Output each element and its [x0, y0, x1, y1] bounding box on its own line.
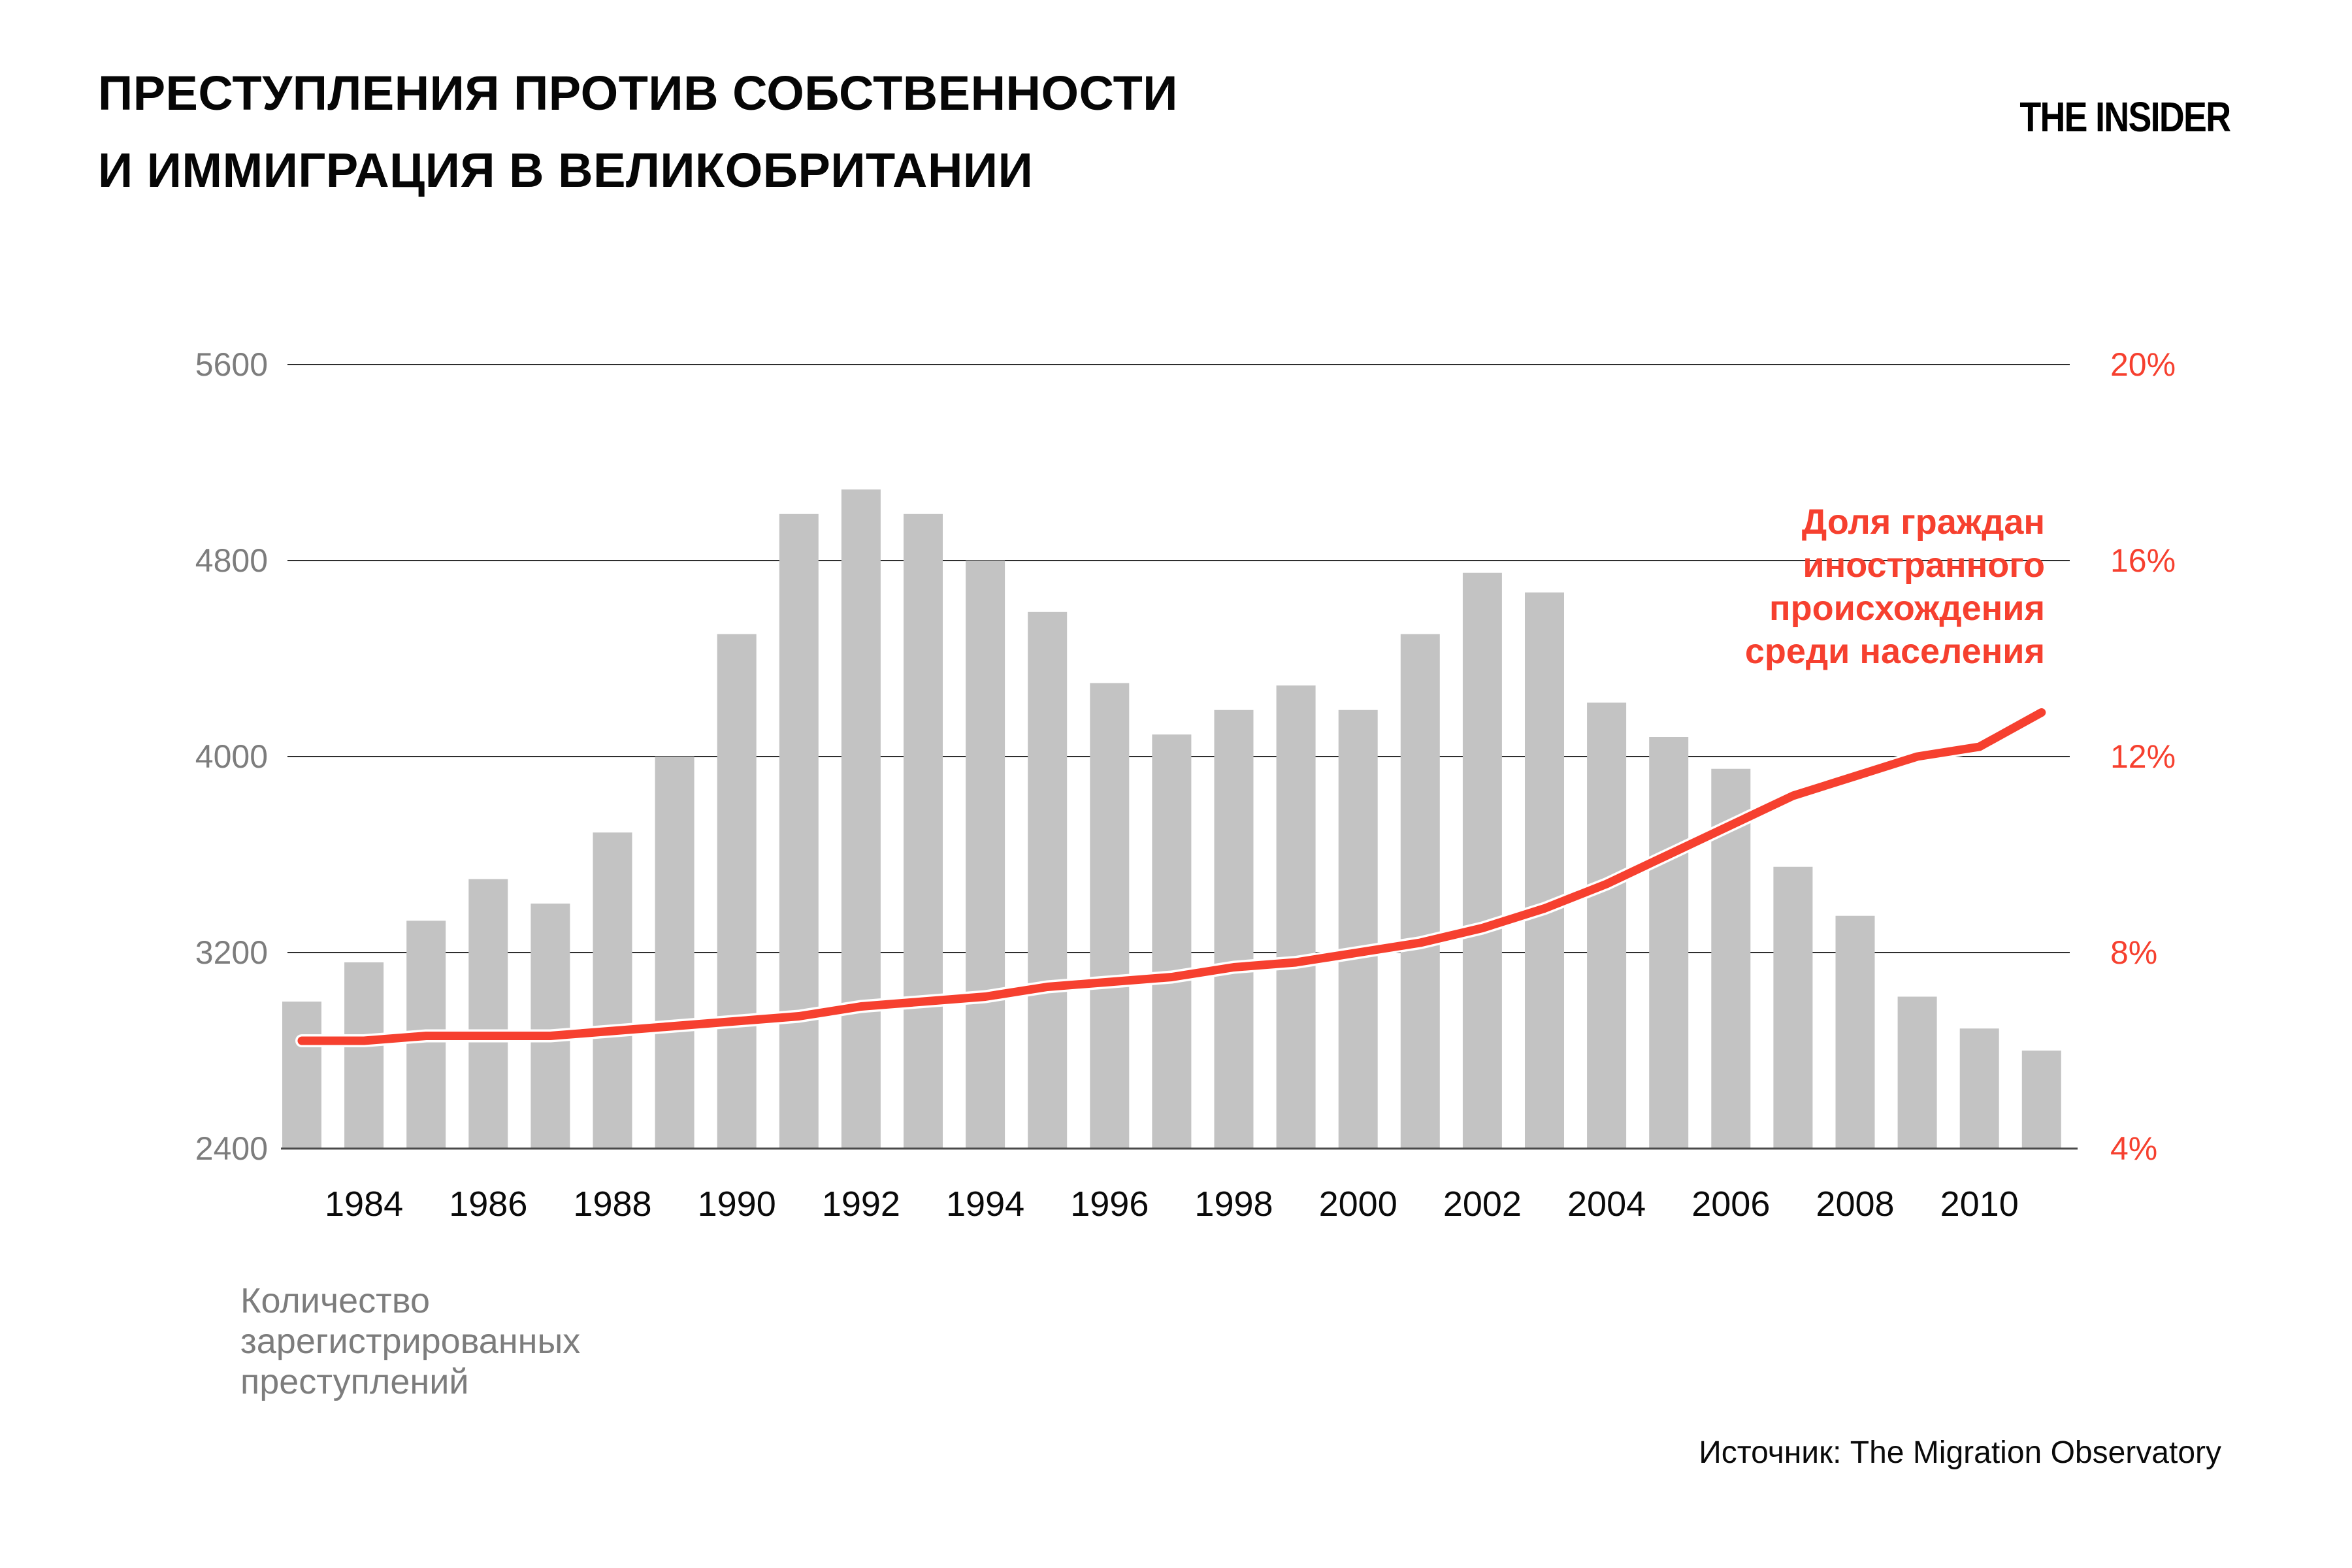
annotation-line: среди населения — [1744, 632, 2045, 671]
bar-caption-line: Количество — [240, 1281, 430, 1320]
bar-2007 — [1773, 866, 1813, 1149]
bar-2002 — [1462, 572, 1502, 1149]
x-axis-tick-1984: 1984 — [325, 1184, 404, 1224]
bar-2004 — [1587, 702, 1627, 1149]
bar-1984 — [344, 962, 384, 1149]
bar-1992 — [841, 489, 881, 1149]
annotation-line: Доля граждан — [1801, 502, 2045, 542]
left-axis-tick-3200: 3200 — [195, 934, 268, 971]
bar-2000 — [1338, 710, 1378, 1149]
bar-1999 — [1276, 685, 1316, 1149]
source-credit: Источник: The Migration Observatory — [1699, 1435, 2221, 1470]
x-axis-tick-2008: 2008 — [1816, 1184, 1895, 1224]
left-axis-tick-2400: 2400 — [195, 1130, 268, 1167]
right-axis-tick-8: 8% — [2110, 934, 2158, 971]
page-title-line-2: И ИММИГРАЦИЯ В ВЕЛИКОБРИТАНИИ — [98, 143, 1034, 197]
x-axis-tick-1994: 1994 — [946, 1184, 1025, 1224]
bar-2008 — [1835, 915, 1875, 1149]
bar-1996 — [1090, 683, 1130, 1149]
x-axis-tick-1986: 1986 — [449, 1184, 528, 1224]
left-axis-tick-4000: 4000 — [195, 738, 268, 775]
x-axis-tick-1992: 1992 — [821, 1184, 900, 1224]
page-title-line-1: ПРЕСТУПЛЕНИЯ ПРОТИВ СОБСТВЕННОСТИ — [98, 66, 1178, 120]
immigration-share-line — [297, 708, 2046, 1045]
bar-1983 — [282, 1002, 321, 1149]
x-axis-tick-1988: 1988 — [573, 1184, 652, 1224]
x-axis-tick-2000: 2000 — [1318, 1184, 1397, 1224]
annotation-line: иностранного — [1803, 546, 2045, 585]
left-axis-tick-4800: 4800 — [195, 542, 268, 579]
bar-2003 — [1525, 592, 1564, 1149]
bar-2010 — [1959, 1028, 1999, 1149]
bar-2001 — [1400, 634, 1440, 1149]
bar-1990 — [717, 634, 757, 1149]
bar-2005 — [1649, 737, 1689, 1149]
right-axis-tick-16: 16% — [2110, 542, 2176, 579]
the-insider-logo: THE INSIDER — [2019, 93, 2231, 140]
x-axis-tick-2002: 2002 — [1443, 1184, 1522, 1224]
left-axis-tick-5600: 5600 — [195, 346, 268, 383]
bar-2011 — [2021, 1051, 2061, 1149]
bar-2009 — [1897, 996, 1937, 1149]
right-axis-tick-4: 4% — [2110, 1130, 2158, 1167]
bar-1993 — [904, 514, 943, 1149]
x-axis-tick-1996: 1996 — [1070, 1184, 1149, 1224]
x-axis-tick-1990: 1990 — [697, 1184, 776, 1224]
right-axis-tick-20: 20% — [2110, 346, 2176, 383]
bar-caption-line: зарегистрированных — [240, 1322, 581, 1361]
x-axis-tick-2010: 2010 — [1940, 1184, 2019, 1224]
x-axis-tick-1998: 1998 — [1194, 1184, 1273, 1224]
x-axis-tick-2004: 2004 — [1567, 1184, 1646, 1224]
bar-1988 — [593, 832, 632, 1149]
bar-1987 — [531, 904, 570, 1149]
bar-1997 — [1152, 734, 1192, 1149]
bar-1989 — [655, 757, 694, 1149]
bar-series-caption: Количество зарегистрированных преступлен… — [240, 1281, 580, 1402]
line-series-annotation: Доля граждан иностранного происхождения … — [1457, 500, 2045, 673]
page-title: ПРЕСТУПЛЕНИЯ ПРОТИВ СОБСТВЕННОСТИ И ИММИ… — [98, 55, 1178, 209]
bar-1995 — [1028, 612, 1068, 1149]
annotation-line: происхождения — [1769, 589, 2045, 628]
bar-1994 — [966, 561, 1005, 1149]
bar-caption-line: преступлений — [240, 1362, 469, 1401]
bar-1998 — [1214, 710, 1254, 1149]
right-axis-tick-12: 12% — [2110, 738, 2176, 775]
bar-1986 — [468, 879, 508, 1149]
x-axis-tick-2006: 2006 — [1691, 1184, 1771, 1224]
bar-1991 — [779, 514, 819, 1149]
